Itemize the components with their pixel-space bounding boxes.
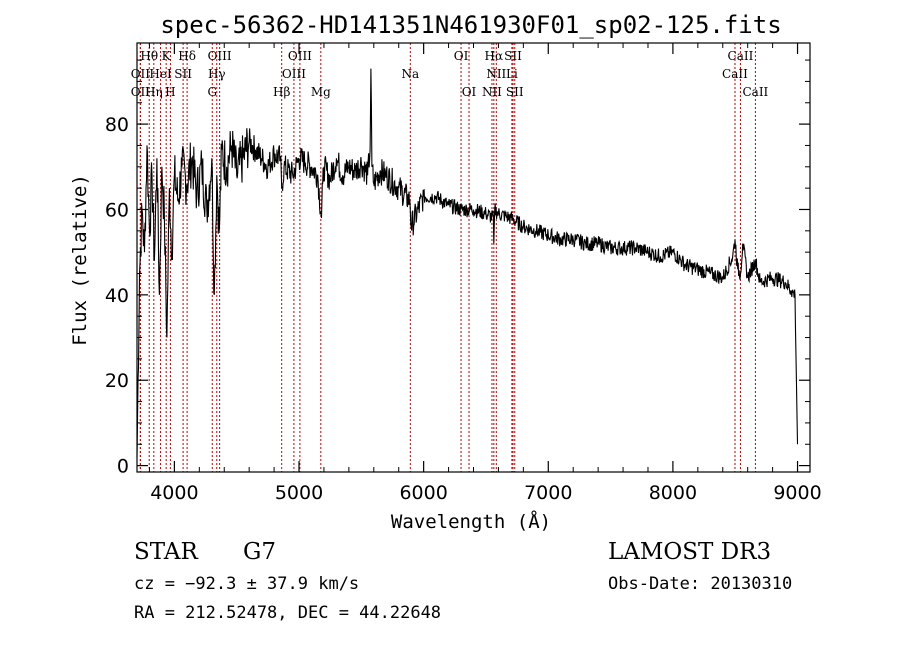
line-label-25: NII bbox=[482, 85, 502, 99]
spectral-line-markers bbox=[139, 43, 756, 472]
line-label-9: OII bbox=[131, 67, 151, 81]
obs-date: Obs-Date: 20130310 bbox=[608, 574, 793, 594]
line-label-20: H bbox=[165, 85, 175, 99]
line-label-4: OIII bbox=[288, 49, 312, 63]
x-tick-label: 6000 bbox=[399, 482, 447, 504]
line-label-16: Li bbox=[506, 67, 518, 81]
line-label-8: CaII bbox=[728, 49, 754, 63]
line-label-3: OIII bbox=[208, 49, 232, 63]
line-label-15: NII bbox=[486, 67, 506, 81]
line-label-12: Hγ bbox=[208, 67, 226, 81]
object-type: STAR bbox=[134, 539, 198, 565]
y-tick-label: 80 bbox=[105, 114, 129, 136]
line-label-19: Hη bbox=[145, 85, 163, 99]
line-label-27: CaII bbox=[742, 85, 768, 99]
x-tick-label: 7000 bbox=[524, 482, 572, 504]
x-tick-label: 9000 bbox=[773, 482, 821, 504]
line-label-10: HeI bbox=[149, 67, 172, 81]
line-label-11: SII bbox=[174, 67, 192, 81]
line-label-14: Na bbox=[401, 67, 419, 81]
y-axis-label: Flux (relative) bbox=[69, 174, 91, 346]
coordinates: RA = 212.52478, DEC = 44.22648 bbox=[134, 603, 442, 623]
spectrum-line bbox=[136, 68, 799, 458]
y-axis-ticks: 0 20 40 60 80 bbox=[105, 59, 810, 478]
line-label-24: OI bbox=[462, 85, 477, 99]
plot-frame bbox=[136, 42, 811, 473]
line-label-6: Hα bbox=[485, 49, 504, 63]
y-tick-label: 60 bbox=[105, 199, 129, 221]
line-label-22: Hβ bbox=[273, 85, 290, 99]
x-axis-label: Wavelength (Å) bbox=[391, 510, 551, 533]
line-label-0: Hθ bbox=[140, 49, 158, 63]
survey-name: LAMOST DR3 bbox=[608, 539, 772, 565]
line-label-2: Hδ bbox=[178, 49, 196, 63]
subclass: G7 bbox=[243, 539, 277, 565]
y-tick-label: 20 bbox=[105, 370, 129, 392]
line-label-21: G bbox=[207, 85, 217, 99]
line-label-5: OI bbox=[454, 49, 469, 63]
x-tick-label: 4000 bbox=[150, 482, 198, 504]
line-label-17: CaII bbox=[722, 67, 748, 81]
redshift-value: cz = −92.3 ± 37.9 km/s bbox=[134, 574, 360, 594]
chart-title: spec-56362-HD141351N461930F01_sp02-125.f… bbox=[160, 11, 781, 39]
x-tick-label: 8000 bbox=[649, 482, 697, 504]
y-tick-label: 40 bbox=[105, 285, 129, 307]
x-tick-label: 5000 bbox=[275, 482, 323, 504]
line-label-13: OIII bbox=[282, 67, 306, 81]
line-label-7: SII bbox=[504, 49, 522, 63]
line-label-26: SII bbox=[506, 85, 524, 99]
line-label-1: K bbox=[162, 49, 172, 63]
line-label-18: OII bbox=[131, 85, 151, 99]
x-axis-ticks: 4000 5000 6000 7000 8000 9000 bbox=[148, 43, 822, 504]
y-tick-label: 0 bbox=[117, 456, 129, 478]
line-label-23: Mg bbox=[311, 85, 331, 99]
